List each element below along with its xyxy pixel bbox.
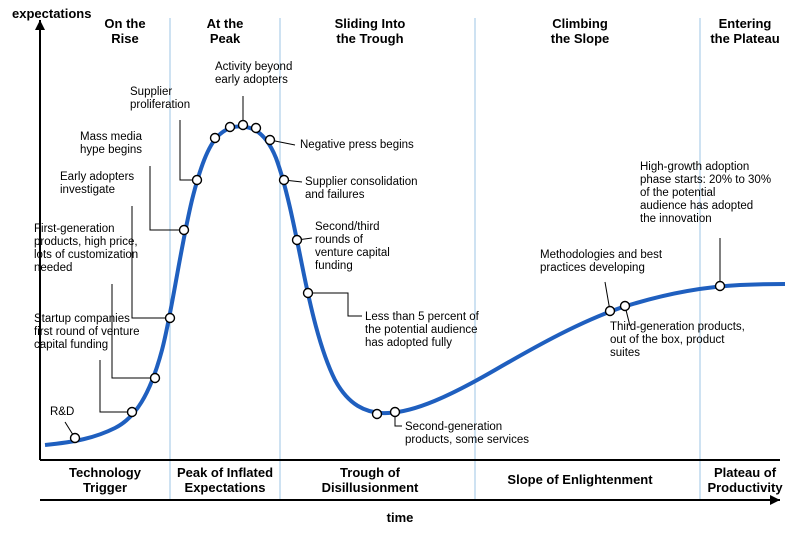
annot-beyond: Activity beyondearly adopters bbox=[215, 61, 292, 86]
y-axis-label: expectations bbox=[12, 6, 91, 21]
marker-early bbox=[166, 314, 175, 323]
marker-thirdgen bbox=[621, 302, 630, 311]
phase-bottom-label: Peak of InflatedExpectations bbox=[177, 465, 273, 495]
marker-secondthird bbox=[293, 236, 302, 245]
phase-bottom-label: Slope of Enlightenment bbox=[507, 472, 653, 487]
phase-top-label: Sliding Intothe Trough bbox=[335, 16, 406, 46]
hype-cycle-chart: expectationstimeOn theRiseAt thePeakSlid… bbox=[0, 0, 800, 533]
marker-supplierprolif bbox=[193, 176, 202, 185]
annot-methodologies: Methodologies and bestpractices developi… bbox=[540, 249, 663, 274]
chart-bg bbox=[0, 0, 800, 533]
marker-consolidation bbox=[280, 176, 289, 185]
annot-massmedia: Mass mediahype begins bbox=[80, 131, 143, 156]
marker-less5 bbox=[304, 289, 313, 298]
marker-troughpt bbox=[373, 410, 382, 419]
phase-bottom-label: Plateau ofProductivity bbox=[707, 465, 783, 495]
marker-peak3 bbox=[252, 124, 261, 133]
marker-rd bbox=[71, 434, 80, 443]
marker-peak2 bbox=[239, 121, 248, 130]
marker-massmedia bbox=[180, 226, 189, 235]
phase-top-label: Climbingthe Slope bbox=[551, 16, 610, 46]
x-axis-label: time bbox=[387, 510, 414, 525]
marker-startup bbox=[128, 408, 137, 417]
annot-negative: Negative press begins bbox=[300, 139, 414, 151]
phase-top-label: Enteringthe Plateau bbox=[710, 16, 779, 46]
marker-secondgen bbox=[391, 408, 400, 417]
marker-beyond bbox=[211, 134, 220, 143]
marker-firstgen bbox=[151, 374, 160, 383]
marker-methodologies bbox=[606, 307, 615, 316]
annot-rd: R&D bbox=[50, 406, 74, 418]
marker-peak1 bbox=[226, 123, 235, 132]
phase-top-label: At thePeak bbox=[207, 16, 244, 46]
marker-negative bbox=[266, 136, 275, 145]
marker-highgrowth bbox=[716, 282, 725, 291]
